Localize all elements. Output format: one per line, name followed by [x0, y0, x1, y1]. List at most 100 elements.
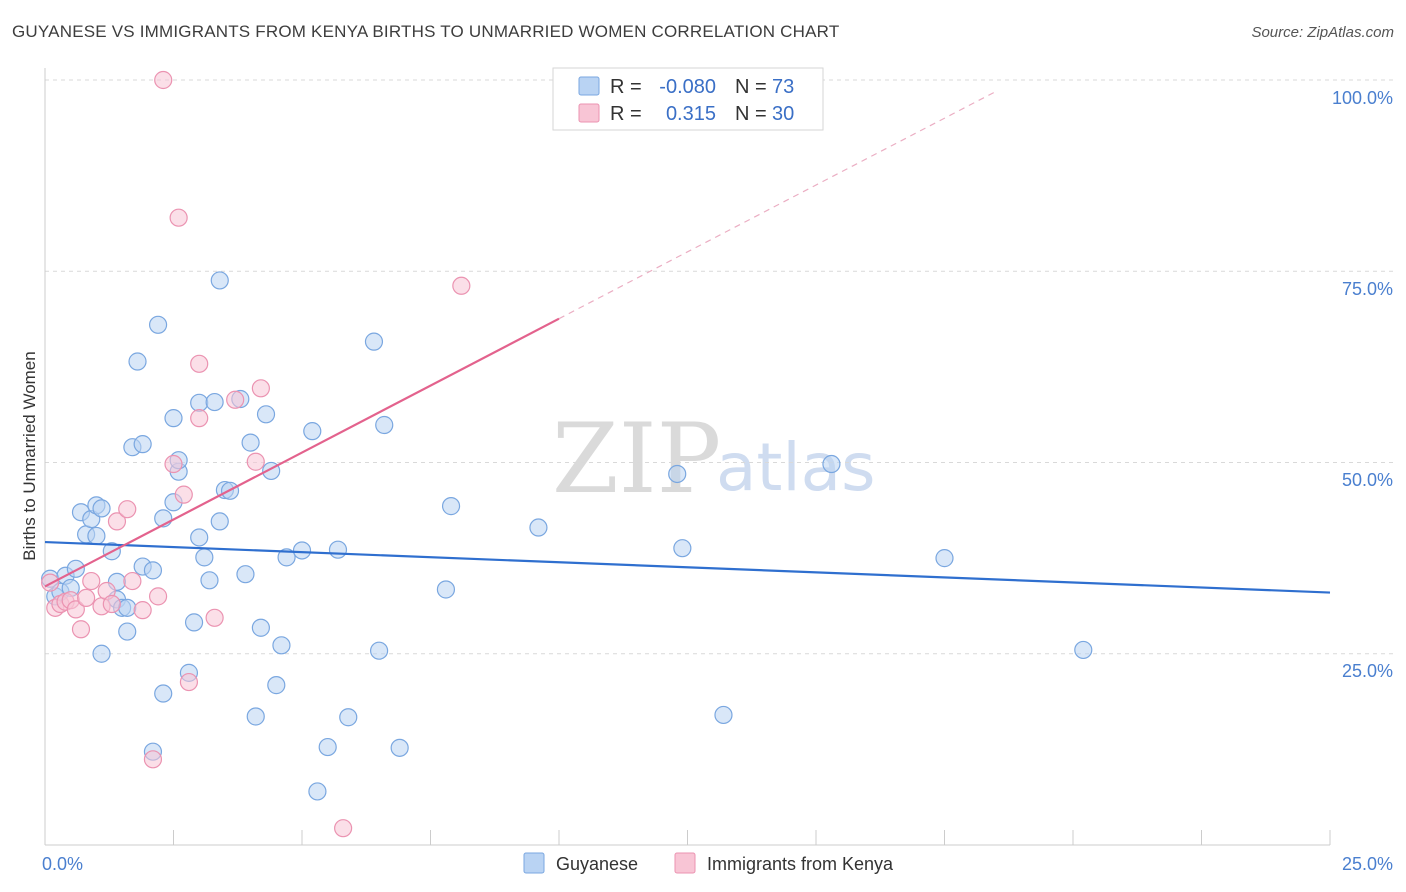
guyanese-point [143, 561, 163, 580]
kenya-point [66, 600, 85, 619]
guyanese-point [436, 580, 456, 599]
watermark-atlas: atlas [716, 429, 876, 506]
legend-n-value: 30 [772, 103, 794, 125]
guyanese-point [251, 618, 270, 637]
trend-lines [44, 90, 1331, 594]
guyanese-point [190, 393, 209, 412]
guyanese-point [118, 622, 137, 641]
kenya-point [246, 452, 265, 471]
guyanese-point [303, 422, 322, 441]
kenya-point [77, 588, 96, 608]
bottom-legend-swatch-kenya [674, 852, 696, 874]
kenya-point [133, 601, 152, 620]
kenya-point [164, 454, 183, 474]
kenya-point [452, 276, 471, 295]
bottom-legend-label-kenya: Immigrants from Kenya [707, 854, 894, 874]
legend-n-value: 73 [772, 76, 794, 98]
guyanese-point [935, 549, 954, 568]
kenya-point [251, 379, 270, 398]
kenya-point [190, 409, 209, 428]
guyanese-point [272, 636, 291, 655]
y-tick-label: 25.0% [1342, 661, 1393, 681]
guyanese-point [714, 705, 733, 725]
kenya-point [205, 608, 224, 627]
data-points [41, 70, 1093, 838]
guyanese-point [92, 644, 111, 663]
guyanese-point [148, 315, 168, 334]
legend-r-value: 0.315 [666, 103, 716, 125]
legend-box: R = -0.080 N = 73 R = 0.315 N = 30 [552, 67, 824, 131]
legend-n-label: N = [735, 76, 767, 98]
guyanese-point [184, 613, 204, 632]
guyanese-point [154, 684, 173, 703]
kenya-point [118, 500, 137, 519]
guyanese-point [318, 737, 337, 757]
guyanese-point [370, 641, 389, 660]
guyanese-point [92, 499, 111, 518]
kenya-point [143, 750, 163, 769]
guyanese-point [441, 497, 461, 516]
guyanese-point [292, 541, 312, 560]
y-tick-label: 50.0% [1342, 470, 1393, 490]
guyanese-point [339, 708, 358, 727]
guyanese-point [375, 415, 394, 435]
kenya-point [123, 571, 142, 591]
guyanese-point [236, 565, 255, 584]
guyanese-point [668, 464, 687, 484]
guyanese-point [267, 676, 286, 695]
legend-r-value: -0.080 [659, 76, 716, 98]
kenya-trend-line [44, 317, 560, 588]
guyanese-point [66, 559, 85, 578]
kenya-point [148, 587, 168, 606]
guyanese-point [210, 271, 229, 290]
bottom-legend: Guyanese Immigrants from Kenya [523, 852, 894, 874]
legend-n-label: N = [735, 103, 767, 125]
guyanese-point [200, 571, 219, 590]
y-axis-label: Births to Unmarried Women [20, 351, 39, 560]
axes [44, 68, 1331, 846]
guyanese-point [241, 433, 260, 452]
guyanese-point [190, 528, 209, 547]
guyanese-point [390, 738, 409, 757]
x-tick-label: 0.0% [42, 854, 83, 874]
kenya-point [102, 594, 121, 614]
guyanese-point [328, 540, 348, 559]
legend-r-label: R = [610, 103, 642, 125]
guyanese-point [210, 512, 229, 531]
guyanese-point [128, 352, 147, 371]
kenya-point [154, 70, 173, 90]
guyanese-point [87, 526, 106, 546]
guyanese-point [205, 392, 224, 412]
guyanese-trend-line [44, 540, 1331, 594]
guyanese-point [277, 548, 296, 567]
bottom-legend-swatch-guyanese [523, 852, 545, 874]
guyanese-point [164, 409, 183, 428]
legend-swatch-guyanese [578, 76, 600, 96]
y-tick-label: 75.0% [1342, 279, 1393, 299]
guyanese-point [195, 548, 214, 567]
guyanese-point [308, 782, 327, 801]
guyanese-point [529, 518, 548, 537]
y-tick-label: 100.0% [1332, 88, 1393, 108]
source-credit: Source: ZipAtlas.com [1251, 24, 1394, 41]
guyanese-point [133, 435, 152, 454]
kenya-point [179, 672, 199, 692]
kenya-point [82, 571, 101, 591]
kenya-point [169, 208, 188, 227]
kenya-point [71, 620, 91, 639]
watermark-zip: ZIP [552, 403, 721, 515]
guyanese-point [673, 539, 692, 558]
bottom-legend-label-guyanese: Guyanese [556, 854, 638, 874]
x-tick-label: 25.0% [1342, 854, 1393, 874]
guyanese-point [364, 332, 384, 351]
guyanese-point [118, 598, 137, 617]
guyanese-point [256, 405, 276, 424]
kenya-point [334, 819, 353, 838]
chart-title: GUYANESE VS IMMIGRANTS FROM KENYA BIRTHS… [12, 22, 840, 41]
guyanese-point [1074, 640, 1093, 660]
legend-swatch-kenya [578, 103, 600, 123]
kenya-point [190, 354, 209, 373]
guyanese-point [822, 454, 841, 474]
kenya-trend-extension [558, 90, 997, 320]
